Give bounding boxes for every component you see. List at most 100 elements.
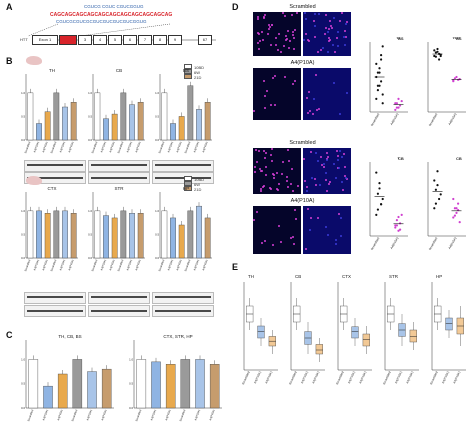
aggregate-dot [290,182,293,185]
aggregate-dot [314,36,317,39]
aggregate-dot [294,218,297,221]
aggregate-dot [270,23,273,26]
aggregate-dot [322,162,325,165]
aggregate-dot [263,16,266,19]
x-tick-label: Scrambled [428,112,439,127]
aggregate-dot [313,13,316,16]
aggregate-dot [285,35,288,38]
x-tick-label: A4(P10A) [300,371,309,384]
bar [151,361,161,409]
aggregate-dot [338,19,341,22]
region-tag: BS [456,36,462,41]
panel-e-charts: TH Scrambled A4(P10A) A4(P10A) CB Scrambled A4… [236,272,472,422]
micro-scrambled-htt [253,12,301,56]
aggregate-dot [257,149,260,152]
aggregate-dot [287,148,290,151]
x-tick-label: A4(P10A) [100,409,108,421]
aggregate-dot [278,182,281,185]
y-tick-label: 1.0 [88,91,92,95]
aggregate-dot [336,159,339,162]
data-point [433,179,436,182]
aggregate-dot [333,17,336,20]
bar [161,210,168,259]
aggregate-dot [266,89,269,92]
aggregate-dot [304,180,307,183]
aggregate-dot [317,107,320,110]
bar [44,213,51,259]
aggregate-dot [264,166,267,169]
aggregate-dot [262,39,265,42]
data-point [452,80,455,83]
aggregate-dot [324,33,327,36]
x-tick-label: Scrambled [157,140,165,154]
y-tick-label: 0.0 [88,138,92,142]
data-point [397,106,400,109]
x-tick-label: Scrambled [90,140,98,154]
chart-title: HP [183,186,189,191]
x-tick-label: A4(P10A) [67,141,75,153]
chart-title: STR [115,186,125,191]
aggregate-dot [316,159,319,162]
aggregate-dot [335,150,338,153]
data-point [436,47,439,51]
aggregate-dot [277,49,280,52]
micro-scrambled-merge [303,12,351,56]
aggregate-dot [257,15,260,18]
data-point [452,197,455,201]
data-point [399,228,402,231]
data-point [380,80,383,83]
x-tick-label: A4(P10A) [253,371,262,384]
data-point [375,62,378,65]
aggregate-dot [330,26,333,29]
y-tick-label: 1.0 [21,209,25,213]
aggregate-dot [292,190,295,193]
chart-title: STR [389,274,399,279]
aggregate-dot [344,175,347,177]
bar [36,210,42,259]
aggregate-dot [317,217,320,220]
aggregate-dot [279,51,282,54]
bar [129,213,135,259]
x-tick-label: A4(P10A) [193,409,201,421]
x-tick-label: Scrambled [183,258,191,272]
x-tick-label: Scrambled [70,408,78,422]
aggregate-dot [315,74,318,77]
aggregate-dot [292,235,295,238]
aggregate-dot [294,209,297,212]
aggregate-dot [345,20,348,23]
sequence-main: CAGCAGCAGCAGCAGCAGCAGCAGCAGCAGCAG [50,12,173,18]
y-tick-label: 0.0 [129,406,133,410]
aggregate-dot [263,149,266,152]
aggregate-dot [312,20,315,23]
x-tick-label: Scrambled [370,236,381,251]
x-tick-label: A4(P10A) [175,141,183,153]
aggregate-dot [306,112,309,115]
x-tick-label: A4(P10A) [358,371,367,384]
bar [165,364,176,409]
data-point [375,213,378,216]
aggregate-dot [262,184,265,187]
sequence-top: CGUCG CGUC CGUCGGUG [84,4,144,9]
data-point [376,208,379,211]
bar [94,92,101,141]
data-point [400,213,403,216]
aggregate-dot [255,149,258,152]
western-blot-top [12,158,217,184]
aggregate-dot [261,170,264,173]
aggregate-dot [265,152,268,155]
micro-scrambled-merge-cb [303,148,351,194]
aggregate-dot [256,17,259,20]
data-point [395,102,398,105]
aggregate-dot [292,33,295,36]
chart-title: CB [295,274,301,279]
box [362,333,370,347]
data-point [438,58,441,61]
aggregate-dot [276,171,279,174]
aggregate-dot [289,39,292,42]
bar [111,113,118,141]
aggregate-dot [344,35,347,38]
